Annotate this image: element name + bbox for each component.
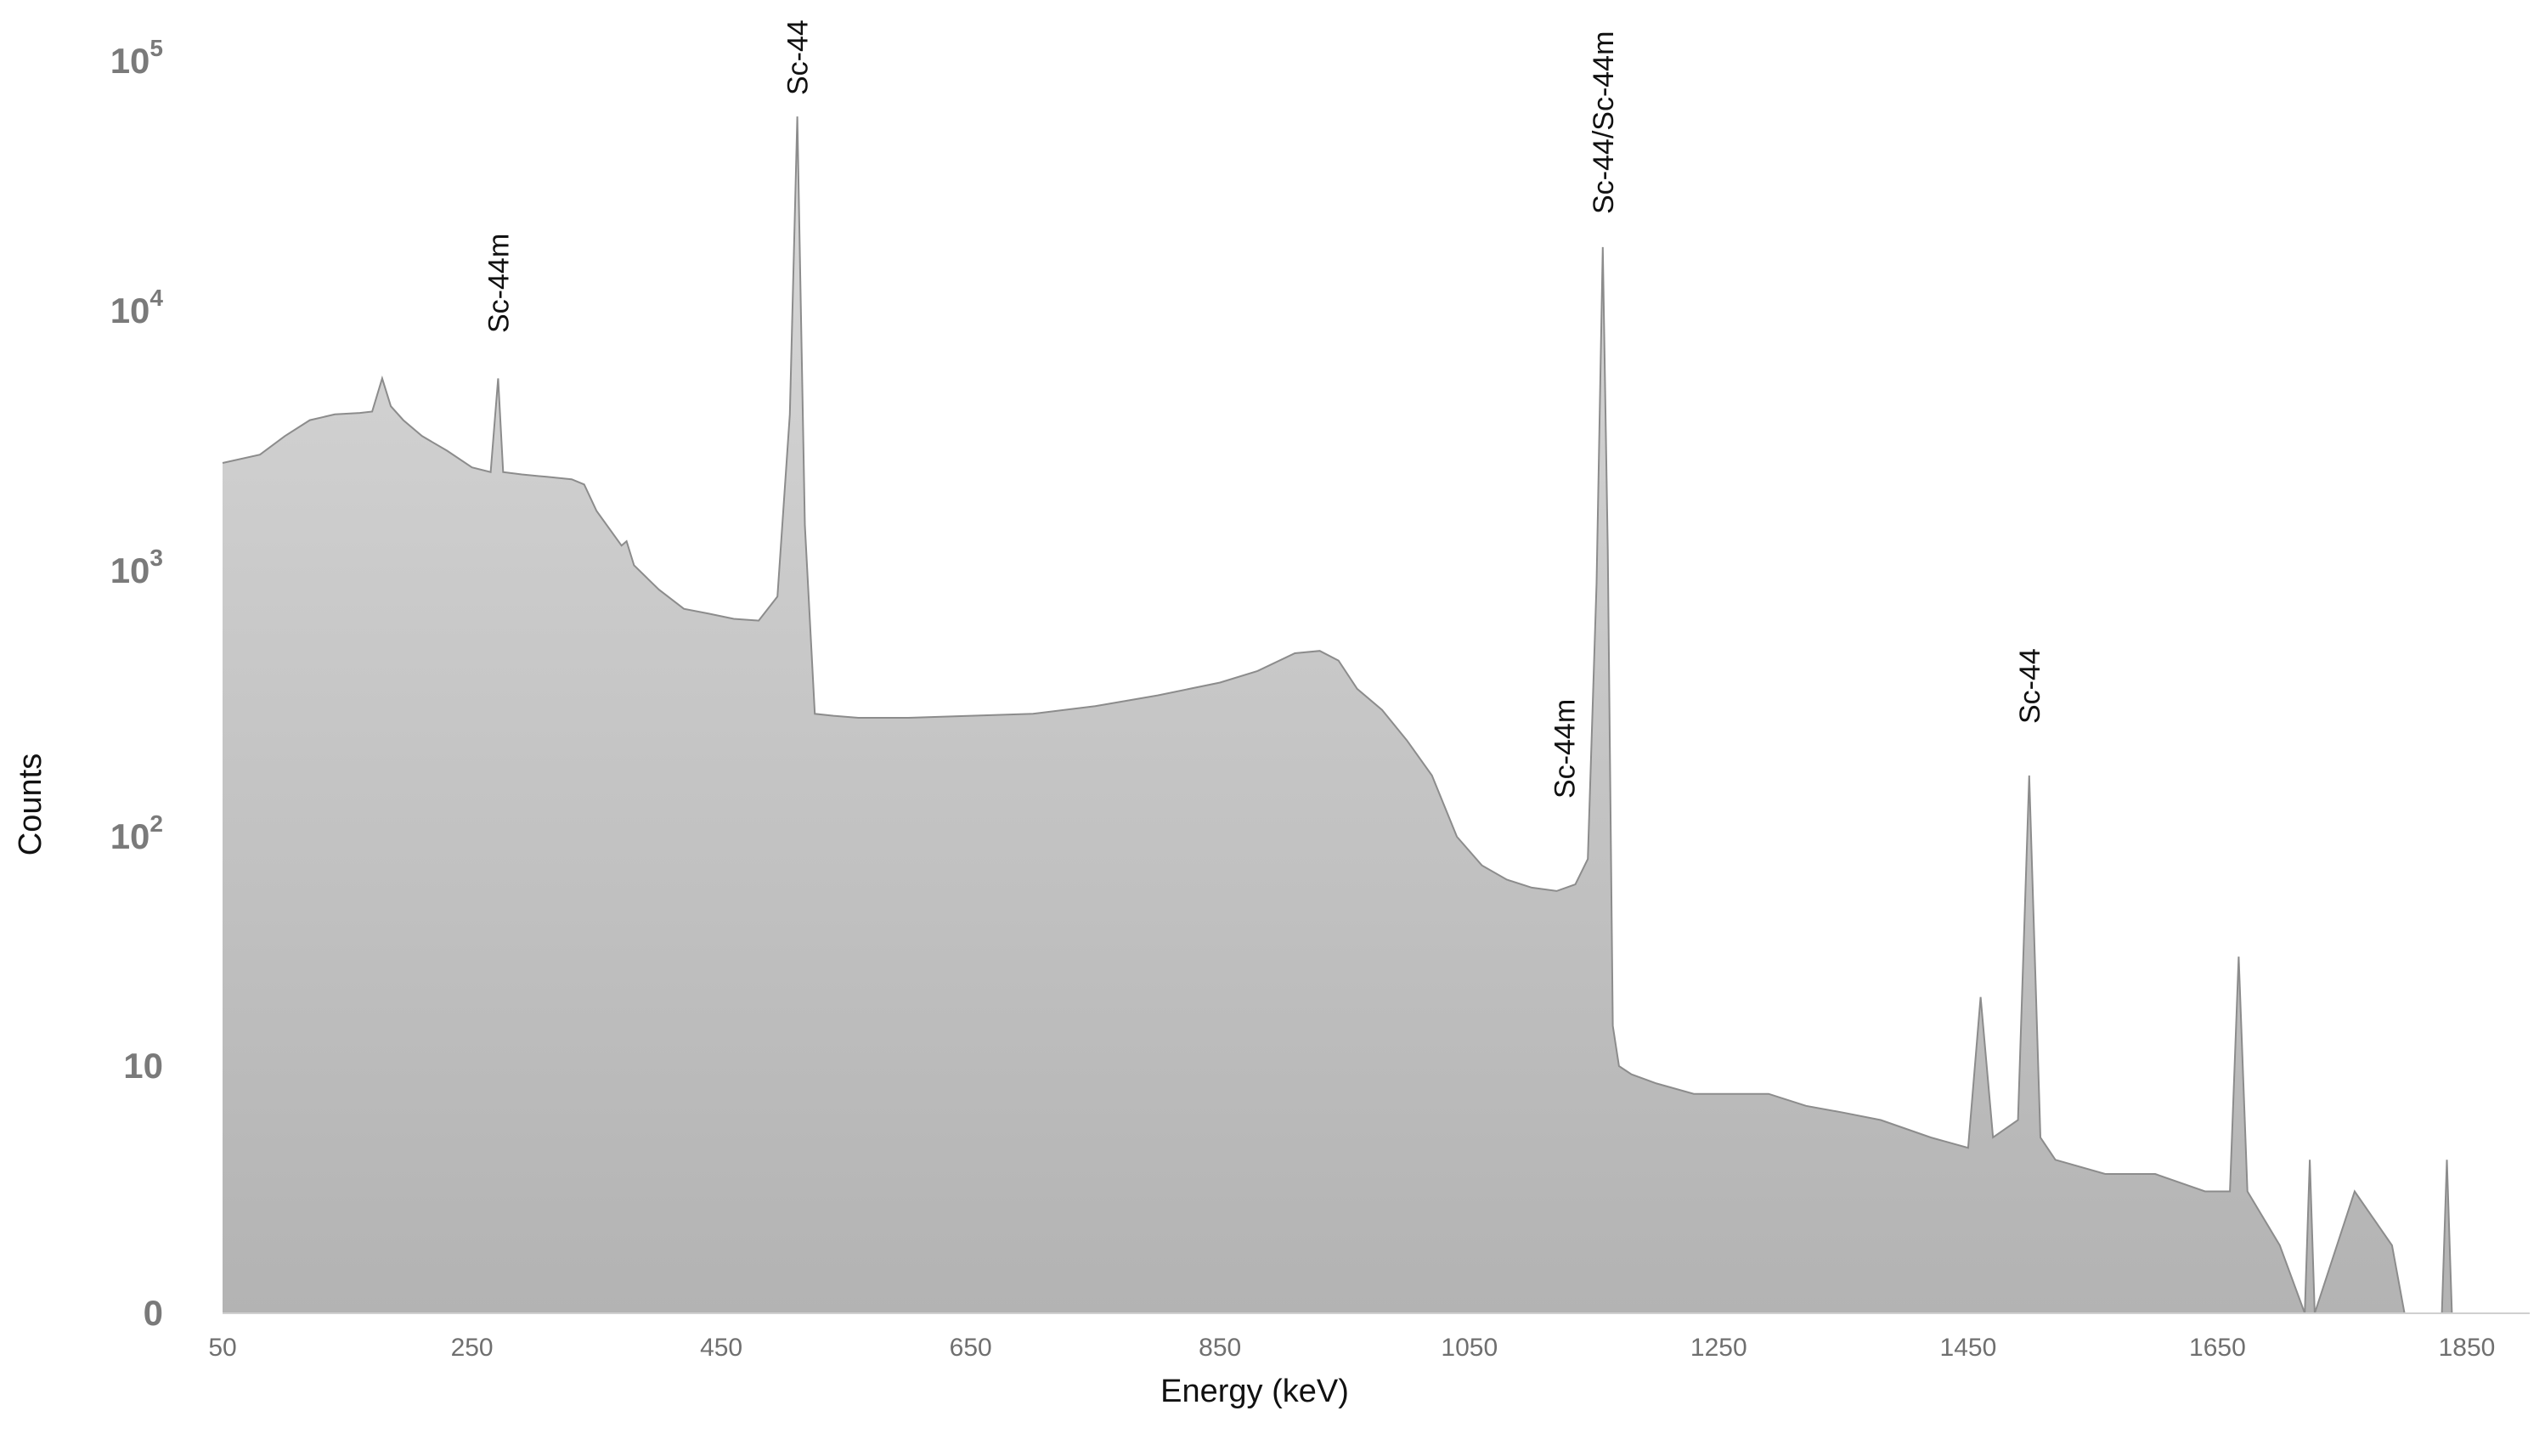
x-tick-label: 1250 xyxy=(1690,1334,1747,1362)
y-axis-title: Counts xyxy=(13,753,48,855)
spectrum-line-0 xyxy=(222,116,2480,1314)
peak-annotation: Sc-44 xyxy=(2014,648,2046,724)
y-tick-label: 102 xyxy=(110,810,163,856)
x-tick-label: 1650 xyxy=(2189,1334,2246,1362)
x-axis-title: Energy (keV) xyxy=(1160,1374,1349,1409)
spectrum-area-0 xyxy=(223,116,2480,1314)
peak-annotation: Sc-44m xyxy=(1549,699,1581,799)
x-tick-label: 250 xyxy=(451,1334,494,1362)
y-tick-label: 0 xyxy=(144,1293,163,1333)
x-tick-label: 1450 xyxy=(1940,1334,1997,1362)
y-tick-label: 103 xyxy=(110,545,163,590)
x-tick-label: 650 xyxy=(950,1334,992,1362)
x-tick-label: 850 xyxy=(1199,1334,1241,1362)
x-tick-label: 1850 xyxy=(2439,1334,2496,1362)
y-tick-label: 104 xyxy=(110,285,164,330)
y-tick-label: 10 xyxy=(123,1046,163,1086)
x-tick-label: 450 xyxy=(700,1334,742,1362)
x-tick-label: 1050 xyxy=(1441,1334,1498,1362)
x-tick-label: 50 xyxy=(208,1334,236,1362)
peak-annotation: Sc-44/Sc-44m xyxy=(1588,31,1620,214)
peak-annotation: Sc-44m xyxy=(482,234,515,333)
peak-annotation: Sc-44 xyxy=(782,20,815,95)
y-tick-label: 105 xyxy=(110,35,163,81)
